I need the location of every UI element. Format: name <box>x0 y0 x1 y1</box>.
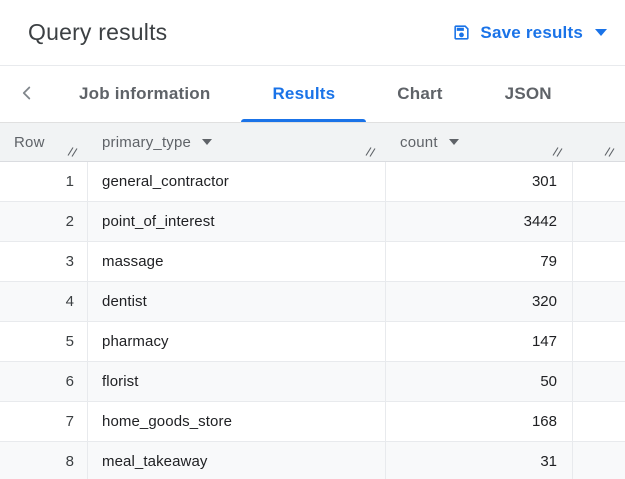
filler-cell <box>573 442 625 479</box>
row-number-cell: 5 <box>0 322 88 361</box>
primary-type-cell: point_of_interest <box>88 202 386 241</box>
table-row: 4 dentist 320 <box>0 282 625 322</box>
row-number-cell: 2 <box>0 202 88 241</box>
column-resize-icon[interactable] <box>551 145 565 158</box>
column-label-primary-type: primary_type <box>102 133 192 151</box>
column-resize-icon[interactable] <box>603 145 617 158</box>
page-title: Query results <box>28 19 168 45</box>
row-number-cell: 7 <box>0 402 88 441</box>
filler-cell <box>573 162 625 201</box>
count-cell: 168 <box>386 402 573 441</box>
table-row: 3 massage 79 <box>0 242 625 282</box>
row-number-cell: 1 <box>0 162 88 201</box>
column-label-row: Row <box>14 133 45 151</box>
row-number-cell: 3 <box>0 242 88 281</box>
table-row: 1 general_contractor 301 <box>0 162 625 202</box>
panel-header: Query results Save results <box>0 0 625 66</box>
primary-type-cell: home_goods_store <box>88 402 386 441</box>
caret-down-icon <box>595 29 607 36</box>
save-results-button[interactable]: Save results <box>452 23 607 43</box>
column-menu-caret-icon[interactable] <box>448 139 459 145</box>
filler-cell <box>573 362 625 401</box>
primary-type-cell: massage <box>88 242 386 281</box>
filler-cell <box>573 202 625 241</box>
primary-type-cell: pharmacy <box>88 322 386 361</box>
count-cell: 3442 <box>386 202 573 241</box>
filler-cell <box>573 282 625 321</box>
count-cell: 79 <box>386 242 573 281</box>
tab-json[interactable]: JSON <box>474 66 583 122</box>
primary-type-cell: dentist <box>88 282 386 321</box>
chevron-left-icon <box>16 82 38 107</box>
primary-type-cell: florist <box>88 362 386 401</box>
column-header-count: count <box>386 123 573 161</box>
table-row: 2 point_of_interest 3442 <box>0 202 625 242</box>
primary-type-cell: general_contractor <box>88 162 386 201</box>
tab-job-information[interactable]: Job information <box>48 66 241 122</box>
count-cell: 31 <box>386 442 573 479</box>
count-cell: 50 <box>386 362 573 401</box>
column-header-primary-type: primary_type <box>88 123 386 161</box>
count-cell: 147 <box>386 322 573 361</box>
column-label-count: count <box>400 133 438 151</box>
column-header-filler <box>573 123 625 161</box>
table-body: 1 general_contractor 301 2 point_of_inte… <box>0 162 625 479</box>
table-header-row: Row primary_type count <box>0 123 625 162</box>
filler-cell <box>573 402 625 441</box>
primary-type-cell: meal_takeaway <box>88 442 386 479</box>
row-number-cell: 4 <box>0 282 88 321</box>
tabs-scroll-left-button[interactable] <box>6 66 48 122</box>
filler-cell <box>573 322 625 361</box>
results-tabbar: Job information Results Chart JSON <box>0 66 625 123</box>
column-menu-caret-icon[interactable] <box>202 139 213 145</box>
row-number-cell: 8 <box>0 442 88 479</box>
table-row: 8 meal_takeaway 31 <box>0 442 625 479</box>
table-row: 5 pharmacy 147 <box>0 322 625 362</box>
save-icon <box>452 23 471 42</box>
save-results-label: Save results <box>480 22 583 42</box>
table-row: 7 home_goods_store 168 <box>0 402 625 442</box>
row-number-cell: 6 <box>0 362 88 401</box>
column-header-row: Row <box>0 123 88 161</box>
count-cell: 301 <box>386 162 573 201</box>
table-row: 6 florist 50 <box>0 362 625 402</box>
tab-results[interactable]: Results <box>241 66 367 122</box>
filler-cell <box>573 242 625 281</box>
tab-chart[interactable]: Chart <box>366 66 473 122</box>
count-cell: 320 <box>386 282 573 321</box>
column-resize-icon[interactable] <box>66 145 80 158</box>
column-resize-icon[interactable] <box>364 145 378 158</box>
